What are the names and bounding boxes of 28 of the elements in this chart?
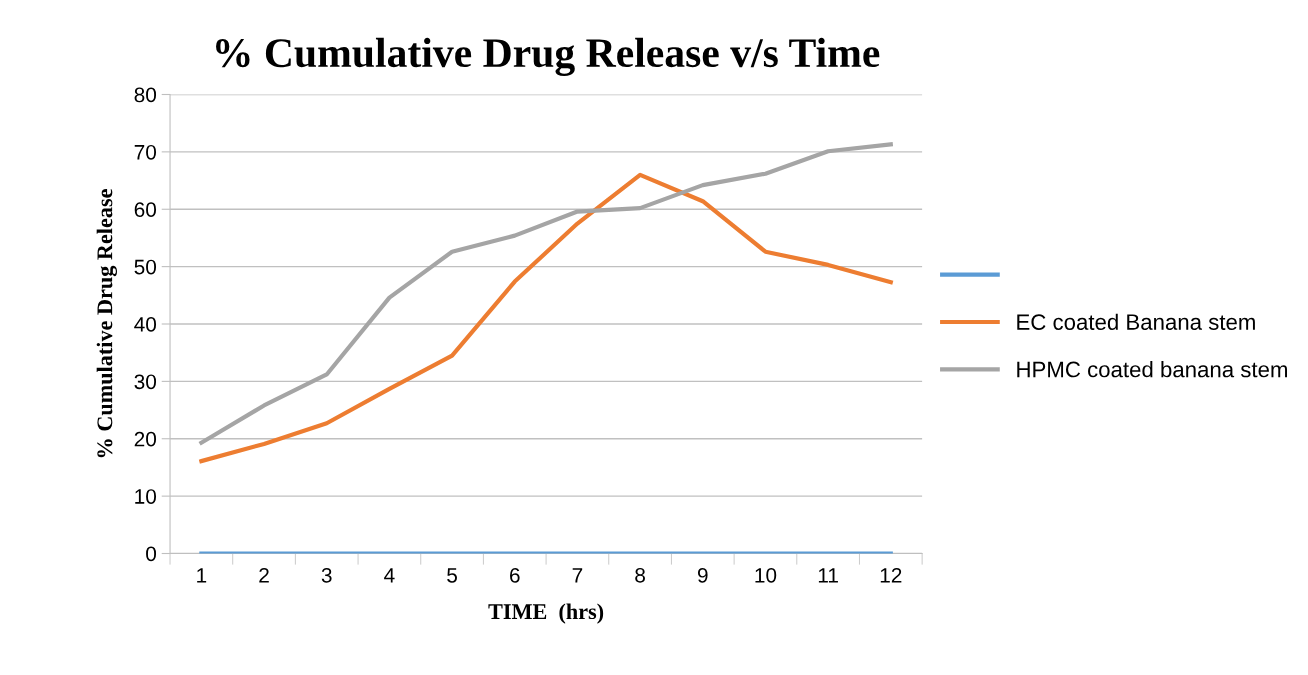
x-axis-title: TIME (hrs) bbox=[488, 603, 604, 624]
x-tick-label: 10 bbox=[755, 567, 777, 583]
legend-label: EC coated Banana stem bbox=[1017, 313, 1255, 330]
y-tick-label: 0 bbox=[146, 546, 157, 562]
y-tick-label: 70 bbox=[134, 144, 157, 160]
x-tick-label: 11 bbox=[818, 568, 838, 583]
x-tick-label: 3 bbox=[321, 567, 332, 583]
y-tick-label: 40 bbox=[134, 317, 157, 332]
x-tick-label: 9 bbox=[697, 567, 708, 583]
chart-title: % Cumulative Drug Release v/s Time bbox=[216, 37, 880, 76]
legend-label: HPMC coated banana stem bbox=[1017, 361, 1287, 378]
y-tick-label: 80 bbox=[134, 87, 157, 103]
x-tick-label: 1 bbox=[197, 568, 207, 583]
y-tick-label: 30 bbox=[134, 374, 157, 390]
x-tick-label: 12 bbox=[880, 567, 902, 583]
x-tick-label: 8 bbox=[635, 567, 645, 583]
y-tick-label: 50 bbox=[134, 259, 157, 275]
x-tick-label: 2 bbox=[259, 567, 269, 583]
x-tick-label: 4 bbox=[384, 568, 395, 583]
line-series bbox=[199, 172, 893, 464]
y-tick-label: 10 bbox=[135, 489, 157, 504]
y-tick-label: 60 bbox=[134, 202, 157, 217]
y-tick-label: 20 bbox=[134, 431, 157, 447]
x-tick-label: 5 bbox=[447, 568, 457, 583]
y-axis-title: % Cumulative Drug Release bbox=[96, 189, 118, 458]
x-tick-label: 7 bbox=[572, 568, 583, 583]
line-series bbox=[199, 142, 893, 445]
x-tick-label: 6 bbox=[510, 567, 520, 583]
